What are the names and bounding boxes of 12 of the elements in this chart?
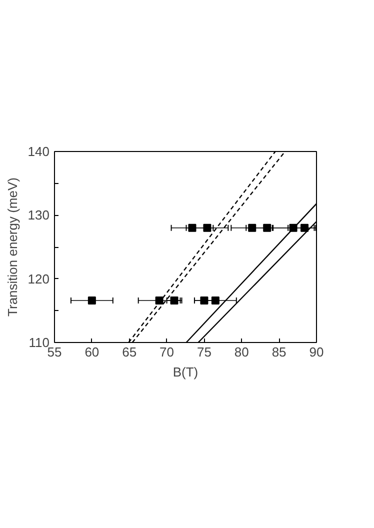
x-tick-label: 60 (84, 344, 100, 360)
x-tick-label: 85 (272, 344, 286, 360)
y-axis-title: Transition energy (meV) (4, 178, 20, 316)
x-tick-label: 90 (309, 344, 324, 360)
x-tick-label: 80 (234, 344, 249, 360)
y-tick-label: 130 (28, 208, 50, 223)
y-tick-label: 140 (28, 144, 50, 159)
x-tick-label: 70 (160, 344, 174, 360)
x-tick-label: 65 (122, 344, 137, 360)
x-axis-title: B(T) (172, 364, 198, 380)
y-tick-label: 120 (28, 271, 50, 286)
x-tick-label: 75 (196, 344, 212, 360)
